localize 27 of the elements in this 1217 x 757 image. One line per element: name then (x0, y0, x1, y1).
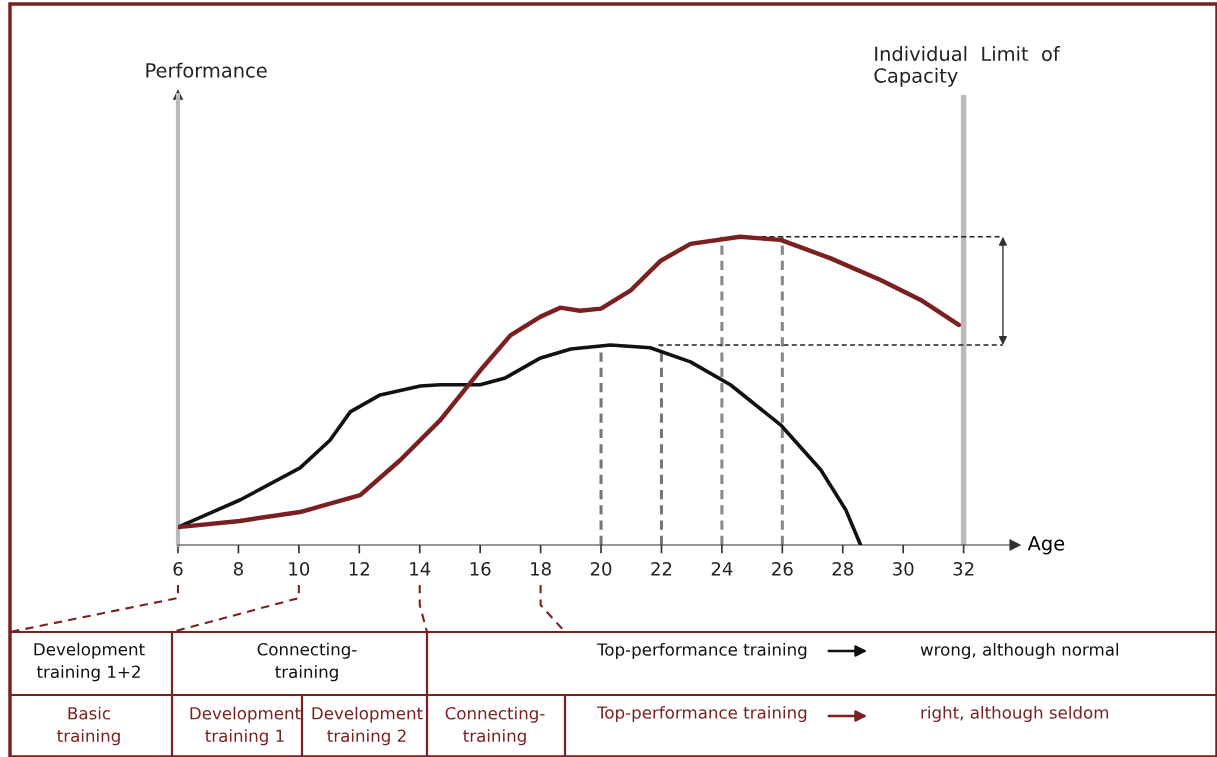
x-tick-label: 6 (173, 561, 183, 576)
text: Top-performance training (596, 705, 807, 723)
text: Performance (146, 62, 267, 78)
text: Top-performance training (596, 642, 807, 660)
text: Development training 2 (312, 706, 423, 746)
x-axis-title: Age (1027, 536, 1065, 555)
x-tick-label: 8 (233, 561, 243, 576)
x-tick-label: 26 (772, 561, 793, 576)
x-tick-label: 24 (711, 561, 733, 576)
x-tick-label: 28 (832, 561, 854, 576)
x-tick-label: 14 (410, 562, 431, 576)
ref-line-label: Individual Limit of Capacity (874, 46, 1061, 87)
x-tick-label: 20 (590, 561, 612, 576)
x-tick-label: 16 (470, 561, 491, 576)
x-tick-label: 22 (651, 561, 672, 576)
text: Basic training (57, 706, 120, 746)
text: right, although seldom (921, 705, 1109, 723)
x-tick-label: 12 (349, 561, 369, 576)
x-tick-label: 32 (953, 561, 974, 576)
x-tick-label: 10 (289, 561, 310, 576)
text: Connecting- training (445, 706, 545, 746)
x-tick-label: 30 (893, 561, 914, 576)
text: Development training 1+2 (34, 642, 145, 682)
x-tick-label: 18 (531, 561, 551, 576)
text: Connecting- training (257, 642, 357, 682)
text: wrong, although normal (920, 642, 1119, 660)
text: Development training 1 (190, 706, 301, 746)
